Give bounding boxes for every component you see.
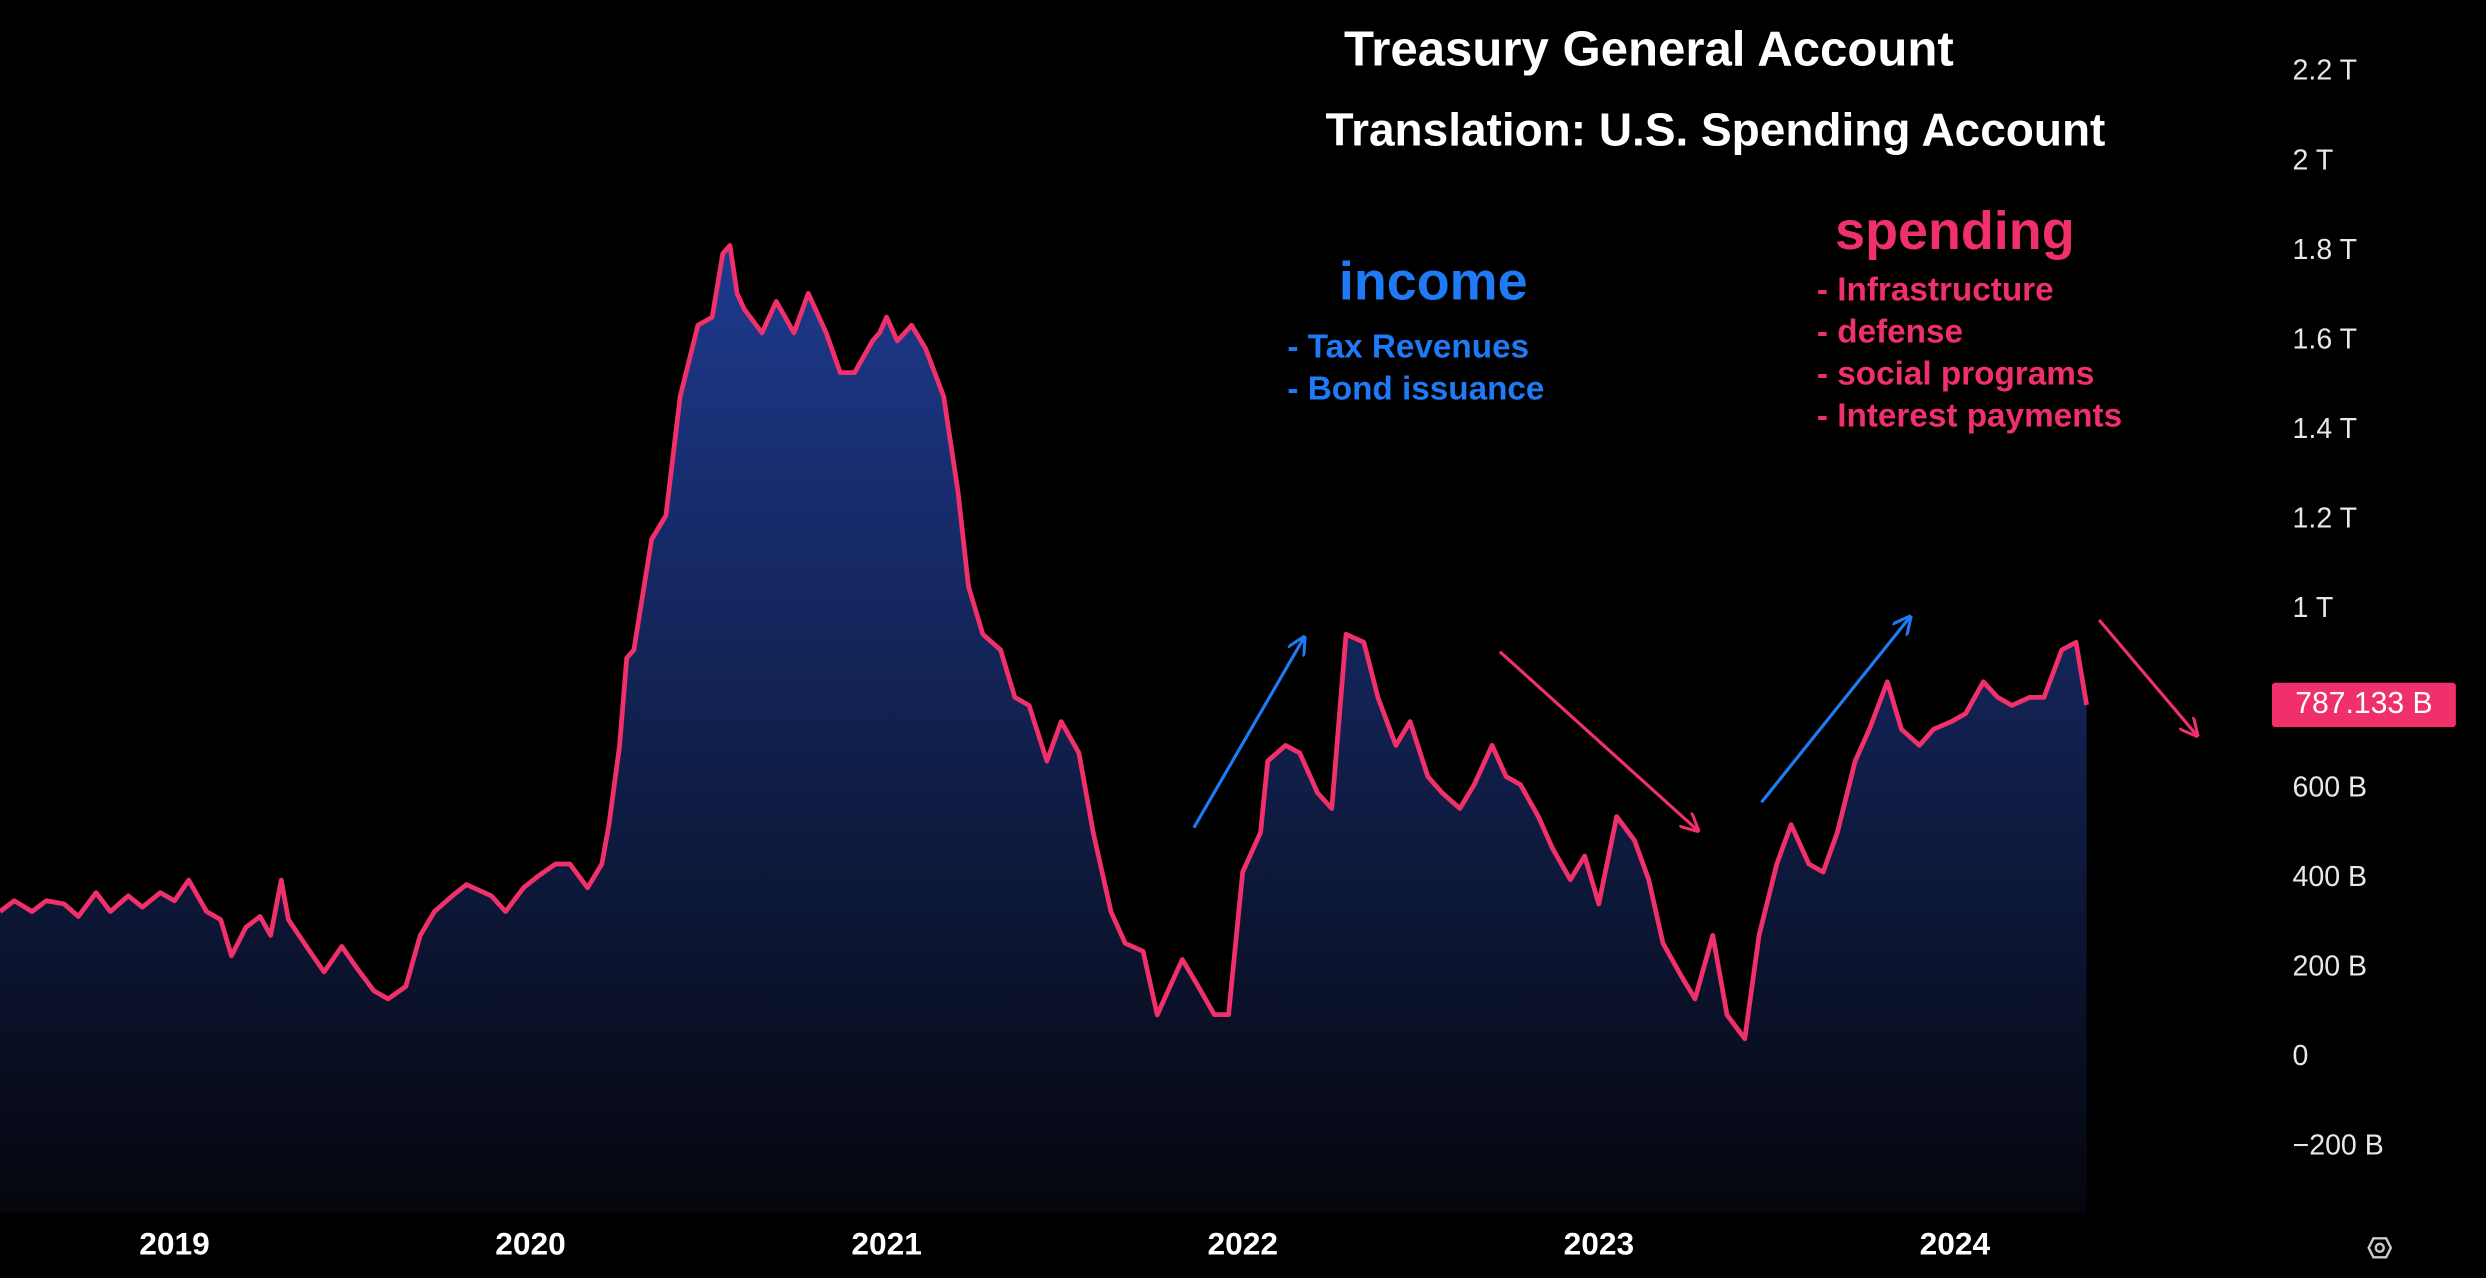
annotation-item: - Infrastructure — [1817, 272, 2054, 309]
x-tick-label: 2019 — [139, 1226, 209, 1262]
y-tick-label: 0 — [2293, 1040, 2309, 1072]
x-tick-label: 2021 — [851, 1226, 922, 1262]
y-tick-label: 2 T — [2293, 144, 2334, 176]
area — [0, 245, 2087, 1213]
annotation-heading: income — [1339, 252, 1528, 312]
annotation-heading: spending — [1835, 201, 2075, 261]
y-tick-label: 1.8 T — [2293, 234, 2357, 266]
x-tick-label: 2023 — [1564, 1226, 1634, 1262]
chart-subtitle: Translation: U.S. Spending Account — [1326, 103, 2106, 155]
annotation-item: - Tax Revenues — [1287, 329, 1529, 366]
y-tick-label: 1.2 T — [2293, 503, 2357, 535]
arrow — [1760, 618, 1908, 804]
chart-title: Treasury General Account — [1344, 22, 1954, 76]
y-tick-label: 1 T — [2293, 592, 2334, 624]
arrow — [1498, 650, 1697, 830]
y-tick-label: 1.4 T — [2293, 413, 2357, 445]
annotations: income - Tax Revenues - Bond issuance spend… — [1287, 201, 2122, 435]
arrow — [2097, 618, 2196, 734]
settings-icon[interactable] — [2367, 1237, 2393, 1259]
arrow — [1192, 639, 1303, 829]
y-tick-label: 200 B — [2293, 950, 2368, 982]
last-value-label: 787.133 B — [2295, 687, 2432, 720]
annotation-item: - Bond issuance — [1287, 371, 1544, 408]
y-tick-label: 2.2 T — [2293, 55, 2357, 87]
plot-area: −200 B 0 200 B 400 B 600 B 1 T 1.2 T 1.4 T 1.6 T… — [0, 55, 2456, 1262]
y-tick-label: −200 B — [2293, 1130, 2384, 1162]
last-value-badge — [2271, 682, 2456, 728]
x-tick-label: 2022 — [1207, 1226, 1278, 1262]
y-tick-label: 400 B — [2293, 861, 2368, 893]
y-tick-label: 600 B — [2293, 771, 2368, 803]
x-tick-label: 2024 — [1920, 1226, 1991, 1262]
x-tick-label: 2020 — [495, 1226, 566, 1262]
annotation-item: - defense — [1817, 314, 1963, 351]
y-tick-label: 1.6 T — [2293, 323, 2357, 355]
annotation-item: - Interest payments — [1817, 398, 2122, 435]
line — [0, 243, 2089, 1042]
annotation-item: - social programs — [1817, 356, 2094, 393]
